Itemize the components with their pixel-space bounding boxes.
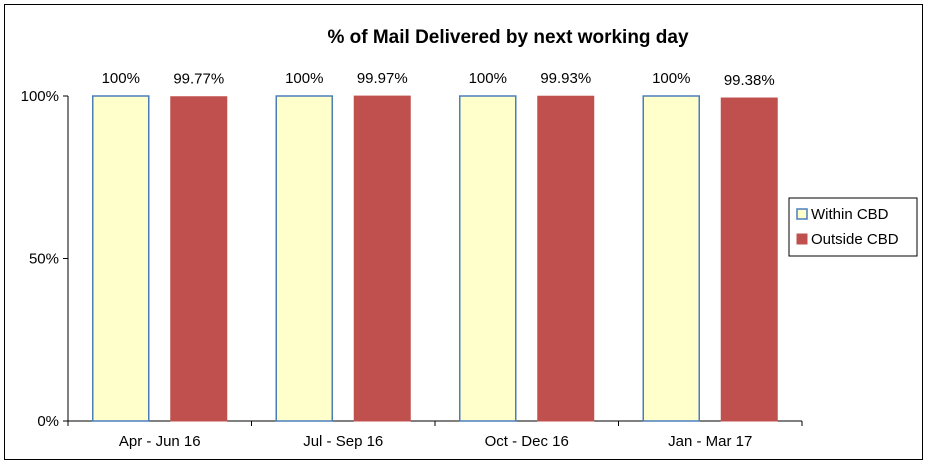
data-label-outside-cbd: 99.93%: [540, 70, 591, 87]
bars: 100% 100% 100% 100% 99.77% 99.97% 99.93% 99.38%: [92, 70, 778, 422]
data-label-outside-cbd: 99.38%: [724, 72, 775, 89]
bar-outside-cbd-oct-dec-16: [537, 95, 595, 422]
data-label-within-cbd: 100%: [285, 70, 323, 87]
bar-within-cbd-apr-jun-16: [92, 95, 150, 422]
chart-frame: % of Mail Delivered by next working day …: [4, 4, 923, 460]
x-tick-label: Jul - Sep 16: [303, 433, 383, 450]
data-label-outside-cbd: 99.97%: [357, 70, 408, 87]
x-tick-label: Jan - Mar 17: [668, 433, 752, 450]
legend-swatch-within-cbd: [796, 208, 808, 220]
y-tick-label: 0%: [37, 413, 59, 430]
bar-outside-cbd-jul-sep-16: [353, 95, 411, 422]
bar-within-cbd-oct-dec-16: [459, 95, 517, 422]
y-tick-label: 100%: [21, 88, 59, 105]
bar-within-cbd-jul-sep-16: [275, 95, 333, 422]
legend-box: [788, 197, 918, 257]
legend-label-outside-cbd: Outside CBD: [811, 231, 899, 248]
bar-outside-cbd-jan-mar-17: [720, 97, 778, 422]
data-label-within-cbd: 100%: [652, 70, 690, 87]
legend[interactable]: Within CBD Outside CBD: [788, 197, 918, 257]
bar-within-cbd-jan-mar-17: [642, 95, 700, 422]
bar-outside-cbd-apr-jun-16: [170, 96, 228, 422]
data-label-outside-cbd: 99.77%: [173, 71, 224, 88]
legend-swatch-outside-cbd: [796, 233, 808, 245]
y-tick-label: 50%: [29, 251, 59, 268]
data-label-within-cbd: 100%: [102, 70, 140, 87]
data-label-within-cbd: 100%: [469, 70, 507, 87]
x-tick-label: Apr - Jun 16: [119, 433, 201, 450]
chart-svg: % of Mail Delivered by next working day …: [21, 27, 918, 450]
legend-label-within-cbd: Within CBD: [811, 206, 889, 223]
chart-title: % of Mail Delivered by next working day: [327, 27, 689, 48]
x-tick-label: Oct - Dec 16: [485, 433, 569, 450]
